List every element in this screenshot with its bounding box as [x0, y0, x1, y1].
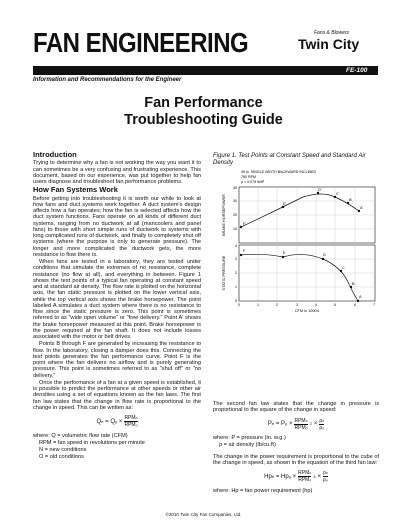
eq-part: ρₙ — [323, 470, 328, 478]
point-label: B' — [349, 198, 353, 202]
tick: 0 — [235, 299, 237, 303]
fraction: ρₙ ρₒ — [319, 417, 325, 432]
point-label: C' — [336, 192, 340, 196]
tick: 2 — [235, 271, 237, 275]
tick: 4 — [315, 303, 317, 307]
point-label: B — [352, 282, 355, 286]
logo: Twin City — [298, 36, 360, 52]
eq-part: 2 — [309, 421, 312, 427]
left-column: Introduction Trying to determine why a f… — [33, 150, 201, 462]
tick: 2 — [276, 303, 278, 307]
fraction: RPMₙ RPMₒ — [294, 417, 308, 432]
where: RPM = fan speed in revolutions per minut… — [39, 439, 145, 446]
heading: How Fan Systems Work — [33, 185, 118, 195]
test-points — [239, 191, 361, 303]
tick: 40 — [233, 186, 237, 190]
eq-part: ρₒ — [319, 424, 325, 431]
where: where: Q = volumetric flow rate (CFM) — [33, 432, 128, 439]
tick: 3 — [296, 303, 298, 307]
tick: 1 — [257, 303, 259, 307]
point-label: F' — [243, 222, 246, 226]
eq-part: ρₒ — [323, 477, 328, 484]
tick: 3 — [235, 257, 237, 261]
right-column: Figure 1. Test Points at Constant Speed … — [213, 153, 379, 495]
doc-id: FE-100 — [346, 67, 368, 74]
paragraph: The second fan law states that the chang… — [213, 401, 379, 414]
point-labels: A B C D E F A' B' C' D' E' F' — [243, 188, 364, 299]
point-label: E — [283, 251, 286, 255]
x-ticks: 0 1 2 3 4 5 6 7 — [238, 303, 375, 307]
point-label: E' — [283, 202, 287, 206]
header-bar — [33, 66, 378, 75]
paragraph: When fans are tested in a laboratory, th… — [33, 259, 201, 340]
point-label: D — [323, 253, 326, 257]
equation: Hpₙ = Hpₒ × RPMₙ RPMₒ 3 × ρₙ ρₒ — [213, 470, 379, 484]
title-line: Fan Performance — [144, 95, 263, 111]
bhp-curve — [240, 193, 360, 228]
paragraph: Before getting into troubleshooting it i… — [33, 195, 201, 258]
where: O = old conditions — [39, 454, 84, 461]
tick: 1 — [235, 285, 237, 289]
eq-part: × — [317, 473, 322, 480]
eq-part: RPMₙ — [294, 417, 308, 425]
y-upper-label: BRAKE HORSEPOWER — [222, 194, 226, 236]
point-label: A' — [360, 206, 364, 210]
point-label: C — [342, 266, 345, 270]
figure-caption: Figure 1. Test Points at Constant Speed … — [213, 153, 366, 166]
header-title: FAN ENGINEERING — [33, 27, 249, 59]
eq-part: Hpₙ = Hpₒ × — [264, 473, 297, 480]
eq-part: RPMₙ — [298, 470, 312, 478]
eq-part: RPMₒ — [124, 422, 138, 429]
tick: 30 — [233, 199, 237, 203]
eq-part: Pₙ = Pₒ × — [267, 421, 293, 428]
equation: Qₙ = Qₒ × RPMₙ RPMₒ — [33, 415, 201, 429]
paragraph: Once the performance of a fan at a given… — [33, 379, 201, 411]
eq-part: RPMₒ — [298, 477, 312, 484]
fig-info: ρ = 0.075 lb/ft³ — [241, 180, 265, 184]
heading: Introduction — [33, 150, 77, 159]
footer: ©2010 Twin City Fan Companies, Ltd. — [165, 512, 242, 517]
sp-curve — [240, 253, 359, 302]
fraction: ρₙ ρₒ — [323, 470, 328, 484]
figure: 49 in. SINGLE WIDTH BACKWARD INCLINED 78… — [222, 170, 376, 313]
header-subtitle: Information and Recommendations for the … — [33, 77, 182, 83]
paragraph: The change in the power requirement is p… — [213, 453, 379, 466]
eq-part: × — [313, 421, 318, 428]
fraction: RPMₙ RPMₒ — [298, 470, 312, 484]
grid — [239, 187, 375, 301]
where: where: P = pressure (in. w.g.) — [213, 435, 286, 441]
paragraph: Trying to determine why a fan is not wor… — [33, 160, 201, 185]
eq-part: Qₙ = Qₒ × — [96, 418, 123, 425]
eq-part: RPMₒ — [294, 424, 308, 431]
where: ρ = air density (lb/cu.ft) — [219, 442, 276, 449]
y-lower-label: STATIC PRESSURE — [222, 255, 226, 290]
point-label: D' — [318, 188, 322, 192]
paragraph: Points B through F are generated by incr… — [33, 341, 201, 379]
tick: 0 — [238, 303, 240, 307]
eq-part: ρₙ — [319, 417, 325, 425]
where: where: Hp = fan power requirement (hp) — [213, 487, 313, 494]
ticks: 40 30 20 10 4 3 2 1 0 — [233, 186, 237, 303]
x-label: CFM in 1000's — [295, 309, 319, 313]
eq-part: 3 — [313, 473, 316, 479]
tick: 20 — [233, 213, 237, 217]
tick: 10 — [233, 227, 237, 231]
title: Fan Performance Troubleshooting Guide — [0, 95, 407, 129]
fig-info: 49 in. SINGLE WIDTH BACKWARD INCLINED — [241, 170, 317, 174]
point-label: A — [359, 295, 362, 299]
eq-part: RPMₙ — [124, 415, 138, 423]
fig-info: 780 RPM — [241, 175, 256, 179]
equation: Pₙ = Pₒ × RPMₙ RPMₒ 2 × ρₙ ρₒ — [213, 418, 379, 432]
fraction: RPMₙ RPMₒ — [124, 415, 138, 429]
spacer — [213, 313, 379, 401]
tick: 6 — [354, 303, 356, 307]
tick: 4 — [235, 244, 237, 248]
where: N = new conditions — [39, 447, 87, 453]
title-line: Troubleshooting Guide — [124, 112, 283, 128]
tick: 7 — [373, 303, 375, 307]
point-label: F — [243, 249, 246, 253]
tick: 5 — [334, 303, 336, 307]
logo-small: Fans & Blowers — [314, 30, 350, 36]
